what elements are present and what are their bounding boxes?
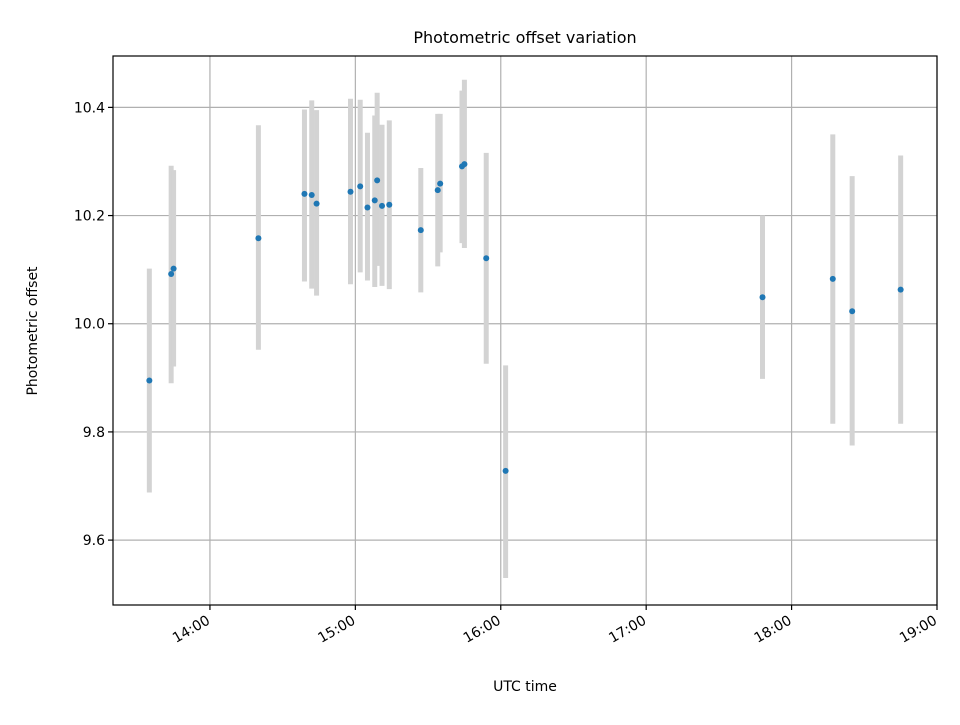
y-axis-label: Photometric offset [25, 266, 41, 396]
data-point [386, 201, 393, 208]
y-tick-label: 10.4 [74, 100, 105, 116]
data-point [437, 180, 444, 187]
data-point [313, 200, 320, 207]
data-point [255, 235, 262, 242]
y-tick-label: 9.6 [83, 533, 105, 549]
data-point [301, 190, 308, 197]
data-point [308, 192, 315, 199]
data-point [483, 255, 490, 262]
data-points [146, 161, 904, 474]
data-point [347, 188, 354, 195]
data-point [417, 227, 424, 234]
data-point [364, 204, 371, 211]
data-point [849, 308, 856, 315]
y-tick-label: 10.0 [74, 317, 105, 333]
data-point [434, 187, 441, 194]
data-point [379, 202, 386, 209]
x-axis-label: UTC time [493, 679, 557, 695]
data-point [374, 177, 381, 184]
y-tick-label: 9.8 [83, 425, 105, 441]
y-axis-ticks: 9.6 9.8 10.0 10.2 10.4 [74, 100, 113, 549]
data-point [170, 265, 177, 272]
data-point [461, 161, 468, 168]
data-point [146, 377, 153, 384]
data-point [371, 197, 378, 204]
data-point [357, 183, 364, 190]
chart-title: Photometric offset variation [413, 28, 636, 47]
plot-frame [112, 55, 938, 606]
data-point [829, 275, 836, 282]
data-point [502, 467, 509, 474]
y-tick-label: 10.2 [74, 209, 105, 225]
data-point [897, 286, 904, 293]
data-point [168, 270, 175, 277]
data-point [759, 294, 766, 301]
